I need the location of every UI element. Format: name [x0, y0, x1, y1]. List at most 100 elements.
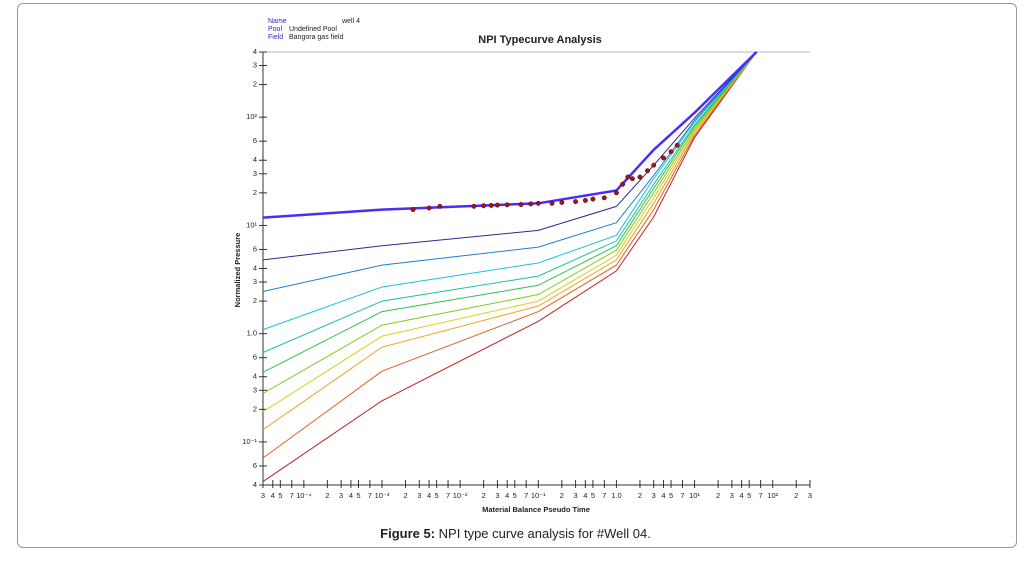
- y-tick-label: 4: [253, 263, 257, 272]
- x-tick-label: 2: [482, 491, 486, 500]
- data-point: [471, 203, 477, 209]
- x-tick-label: 2: [325, 491, 329, 500]
- x-tick-label: 7: [602, 491, 606, 500]
- caption-label: Figure 5:: [380, 526, 436, 541]
- data-point: [504, 202, 510, 208]
- x-tick-label: 5: [278, 491, 282, 500]
- data-point: [645, 168, 650, 174]
- x-tick-label: 7: [759, 491, 763, 500]
- x-tick-label: 7: [680, 491, 684, 500]
- x-tick-label: 7: [368, 491, 372, 500]
- x-tick-label: 4: [583, 491, 587, 500]
- data-point: [601, 195, 607, 201]
- info-value: Bangora gas field: [289, 34, 344, 41]
- info-key: Name: [268, 18, 287, 25]
- data-point: [629, 176, 635, 182]
- y-tick-label: 3: [253, 61, 257, 70]
- data-point: [518, 202, 524, 207]
- data-point: [549, 200, 555, 206]
- x-tick-label: 2: [638, 491, 642, 500]
- data-point: [625, 174, 631, 180]
- type-curve: [262, 51, 757, 331]
- caption-text: NPI type curve analysis for #Well 04.: [438, 526, 651, 541]
- y-tick-label: 6: [253, 136, 257, 145]
- x-tick-label: 7: [290, 491, 294, 500]
- data-point: [494, 202, 500, 208]
- x-tick-label: 2: [716, 491, 720, 500]
- data-point: [426, 205, 432, 211]
- type-curve: [262, 51, 757, 431]
- data-point: [410, 207, 416, 213]
- x-tick-label: 7: [446, 491, 450, 500]
- x-tick-label: 3: [808, 491, 812, 500]
- x-tick-label: 10⁻²: [453, 491, 468, 500]
- type-curve: [262, 51, 758, 219]
- info-key: Pool: [268, 26, 282, 33]
- data-point: [582, 198, 588, 203]
- y-tick-label: 2: [253, 296, 257, 305]
- x-tick-label: 2: [794, 491, 798, 500]
- type-curve: [262, 51, 757, 459]
- x-tick-label: 3: [261, 491, 265, 500]
- y-tick-label: 3: [253, 277, 257, 286]
- y-tick-label: 2: [253, 188, 257, 197]
- data-point: [535, 200, 541, 206]
- x-tick-label: 3: [417, 491, 421, 500]
- y-tick-label: 4: [253, 155, 257, 164]
- type-curve: [262, 51, 757, 292]
- info-value: well 4: [341, 18, 360, 25]
- x-tick-label: 4: [505, 491, 509, 500]
- x-tick-label: 4: [427, 491, 431, 500]
- x-tick-label: 1.0: [611, 491, 621, 500]
- data-point: [573, 199, 579, 205]
- x-tick-label: 3: [339, 491, 343, 500]
- x-tick-label: 4: [740, 491, 744, 500]
- x-tick-label: 7: [524, 491, 528, 500]
- x-tick-label: 10⁻⁴: [296, 491, 312, 500]
- y-tick-label: 6: [253, 244, 257, 253]
- figure-frame: [17, 3, 1017, 548]
- data-point: [590, 196, 596, 202]
- info-key: Field: [268, 34, 283, 41]
- y-tick-label: 1.0: [247, 329, 257, 338]
- data-point: [613, 190, 619, 196]
- x-tick-label: 3: [495, 491, 499, 500]
- x-tick-label: 3: [730, 491, 734, 500]
- x-tick-label: 3: [573, 491, 577, 500]
- data-point: [528, 201, 534, 207]
- x-tick-label: 10¹: [689, 491, 700, 500]
- data-point: [651, 162, 657, 168]
- x-tick-label: 5: [591, 491, 595, 500]
- type-curve: [262, 51, 757, 413]
- x-tick-label: 5: [435, 491, 439, 500]
- data-point: [674, 142, 680, 148]
- data-point: [620, 181, 626, 187]
- y-tick-label: 10¹: [246, 220, 257, 229]
- y-tick-label: 10²: [246, 112, 257, 121]
- y-axis-label: Normalized Pressure: [233, 233, 242, 308]
- y-tick-label: 3: [253, 169, 257, 178]
- type-curve: [262, 51, 757, 394]
- caption: Figure 5: NPI type curve analysis for #W…: [0, 526, 1031, 541]
- type-curve: [262, 51, 757, 261]
- x-tick-label: 2: [403, 491, 407, 500]
- x-tick-label: 5: [356, 491, 360, 500]
- data-point: [559, 200, 565, 205]
- y-tick-label: 4: [253, 480, 257, 489]
- x-tick-label: 4: [349, 491, 353, 500]
- type-curve: [262, 51, 757, 483]
- type-curve: [262, 51, 757, 353]
- y-tick-label: 3: [253, 385, 257, 394]
- x-tick-label: 10⁻¹: [531, 491, 546, 500]
- type-curve: [262, 51, 757, 373]
- y-tick-label: 4: [253, 372, 257, 381]
- y-tick-label: 2: [253, 80, 257, 89]
- x-tick-label: 4: [271, 491, 275, 500]
- x-tick-label: 2: [560, 491, 564, 500]
- x-tick-label: 4: [661, 491, 665, 500]
- y-tick-label: 10⁻¹: [242, 437, 257, 446]
- data-point: [661, 155, 666, 161]
- info-value: Undefined Pool: [289, 26, 337, 33]
